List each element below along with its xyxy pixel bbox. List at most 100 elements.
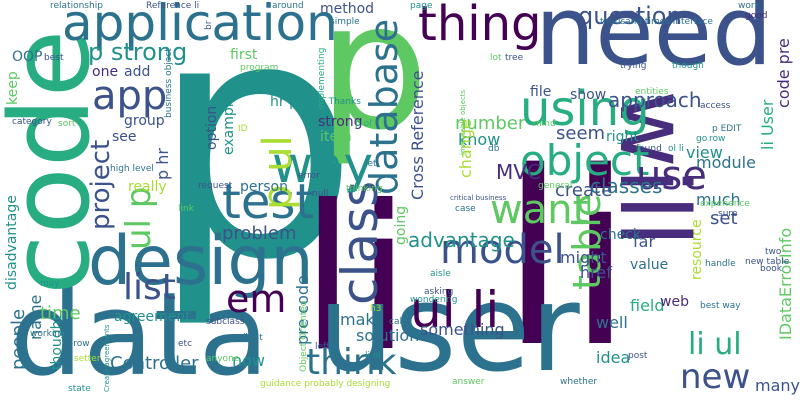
word-ol-li: ol li — [668, 144, 684, 154]
word-hr-p: hr p — [270, 94, 298, 110]
word-work: work — [738, 1, 760, 11]
word-left: left — [315, 342, 330, 352]
word-p-large-teal: p — [150, 0, 360, 332]
word-aisle: aisle — [430, 269, 451, 279]
word-data: data — [10, 268, 270, 400]
word-thought: thought — [49, 314, 65, 370]
word-much: much — [696, 190, 741, 209]
word-li-ol: li ol — [365, 351, 381, 361]
word-many: many — [755, 376, 800, 395]
word-reference-li: Reference li — [146, 1, 200, 11]
word-found: found — [636, 144, 662, 154]
word-sure: sure — [718, 209, 738, 219]
word-set: set — [710, 208, 738, 229]
word-state: state — [68, 384, 91, 394]
word-value: value — [630, 257, 669, 273]
word-sort: sort — [58, 119, 76, 129]
word-ul-li: ul li — [410, 281, 500, 339]
word-use: use — [636, 153, 707, 199]
word-relationship: relationship — [50, 1, 103, 11]
word-ul-p: ul p — [119, 186, 159, 250]
word-object-oriented: Object Oriented — [299, 300, 309, 372]
word-oop: OOP — [12, 49, 43, 65]
word-anyone: anyone — [206, 354, 240, 364]
word-p-strong: p strong — [88, 38, 188, 66]
word-well: well — [596, 313, 628, 332]
word-see: see — [112, 129, 137, 145]
word-problem: problem — [222, 223, 297, 244]
word-module: module — [696, 153, 756, 172]
word-entities: entities — [635, 87, 669, 97]
word-category: category — [12, 117, 52, 127]
word-model: model — [440, 227, 565, 273]
word-p-hr: p hr — [153, 148, 172, 180]
word-mvc: MVC — [496, 160, 541, 184]
word-implementing: implementing — [317, 47, 327, 110]
word-field: field — [630, 296, 665, 315]
word-agreement: agreement — [114, 309, 191, 325]
word-two: two — [765, 247, 782, 257]
word-now: now — [232, 351, 266, 370]
word-create: create — [555, 180, 613, 201]
word-program: program — [240, 63, 279, 73]
word-one: one — [92, 64, 119, 80]
word-call: call — [389, 317, 405, 327]
word-simple: simple — [330, 17, 360, 27]
word-cross-reference: Cross Reference — [408, 70, 427, 200]
word-think: think — [306, 342, 397, 383]
word-number: number — [455, 113, 526, 134]
word-really: really — [128, 179, 167, 195]
word-question: question — [578, 2, 682, 30]
word-br: br — [204, 20, 214, 30]
word-general: general — [538, 181, 573, 191]
word-etc: etc — [178, 339, 193, 349]
word-let: let — [365, 159, 377, 169]
word-href: href — [580, 263, 612, 282]
word-h3: h3 — [370, 304, 382, 314]
word-row: row — [709, 134, 726, 144]
word-controller: Controller — [110, 353, 199, 374]
word-option: option — [204, 105, 220, 150]
word-code-pre: code pre — [774, 38, 793, 108]
word-strong: strong — [318, 114, 363, 130]
word-working: working — [30, 329, 66, 339]
word-add: add — [124, 64, 151, 80]
word-experience: experience — [700, 199, 750, 209]
word-user-large: user — [318, 260, 580, 399]
word-reason: reason — [284, 91, 315, 101]
word-project: project — [86, 139, 116, 230]
word-p-ol: p ol — [355, 119, 372, 129]
word-check: check — [600, 227, 641, 243]
word-time: time — [40, 303, 81, 324]
word-app: app — [92, 73, 168, 119]
word-item: item — [320, 129, 352, 145]
word-asking: asking — [424, 287, 454, 297]
word-though: though — [672, 61, 704, 71]
word-using: using — [520, 81, 650, 137]
word-make: make — [340, 310, 384, 329]
word-create-agreements: Create agreements — [103, 324, 111, 392]
word-application: application — [62, 0, 338, 52]
word-seem: seem — [556, 123, 606, 144]
word-best-way: best way — [700, 301, 741, 311]
word-class: class — [331, 180, 389, 305]
word-page: page — [410, 1, 433, 11]
word-web: web — [660, 294, 689, 310]
word-know: know — [458, 130, 501, 149]
word-wondering: wondering — [410, 295, 458, 305]
word-whether: whether — [560, 377, 598, 387]
word-resource: resource — [689, 219, 705, 280]
word-post: post — [628, 351, 648, 361]
word-view: view — [686, 143, 723, 162]
word-book: book — [760, 264, 782, 274]
word-first: first — [230, 47, 258, 63]
word-go: go — [696, 134, 708, 144]
word-db: db — [488, 144, 500, 154]
word-case: case — [455, 204, 476, 214]
word-thinking: thinking — [346, 184, 383, 194]
word-high-level: high level — [110, 164, 154, 174]
word-thousand-times: thousand times interface — [600, 17, 713, 27]
word-thing: thing — [418, 0, 542, 52]
word-immutable-objects: immutable objects — [459, 89, 467, 155]
